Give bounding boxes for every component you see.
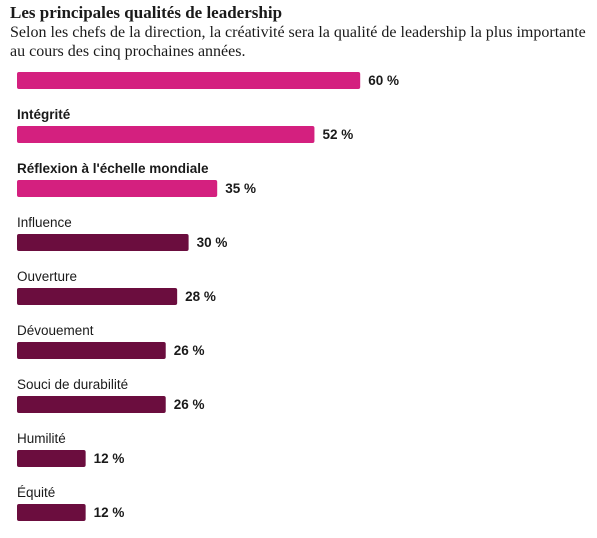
- value-label: 26 %: [174, 397, 205, 412]
- value-label: 28 %: [185, 289, 216, 304]
- chart-title: Les principales qualités de leadership: [10, 3, 283, 22]
- chart-subtitle: Selon les chefs de la direction, la créa…: [10, 24, 586, 60]
- bar: [17, 342, 166, 359]
- value-label: 12 %: [94, 505, 125, 520]
- value-label: 52 %: [322, 127, 353, 142]
- category-label: Influence: [17, 215, 72, 230]
- bar: [17, 288, 178, 305]
- bar: [17, 126, 315, 143]
- bar: [17, 72, 361, 89]
- value-label: 26 %: [174, 343, 205, 358]
- category-label: Intégrité: [17, 107, 71, 122]
- bar: [17, 450, 86, 467]
- bar: [17, 180, 218, 197]
- value-label: 60 %: [368, 73, 399, 88]
- category-label: Réflexion à l'échelle mondiale: [17, 161, 209, 176]
- value-label: 35 %: [225, 181, 256, 196]
- category-label: Ouverture: [17, 269, 77, 284]
- value-label: 30 %: [197, 235, 228, 250]
- bar: [17, 504, 86, 521]
- category-label: Humilité: [17, 431, 66, 446]
- value-label: 12 %: [94, 451, 125, 466]
- category-label: Dévouement: [17, 323, 94, 338]
- bar: [17, 234, 189, 251]
- category-label: Souci de durabilité: [17, 377, 128, 392]
- bar: [17, 396, 166, 413]
- category-label: Équité: [17, 485, 55, 500]
